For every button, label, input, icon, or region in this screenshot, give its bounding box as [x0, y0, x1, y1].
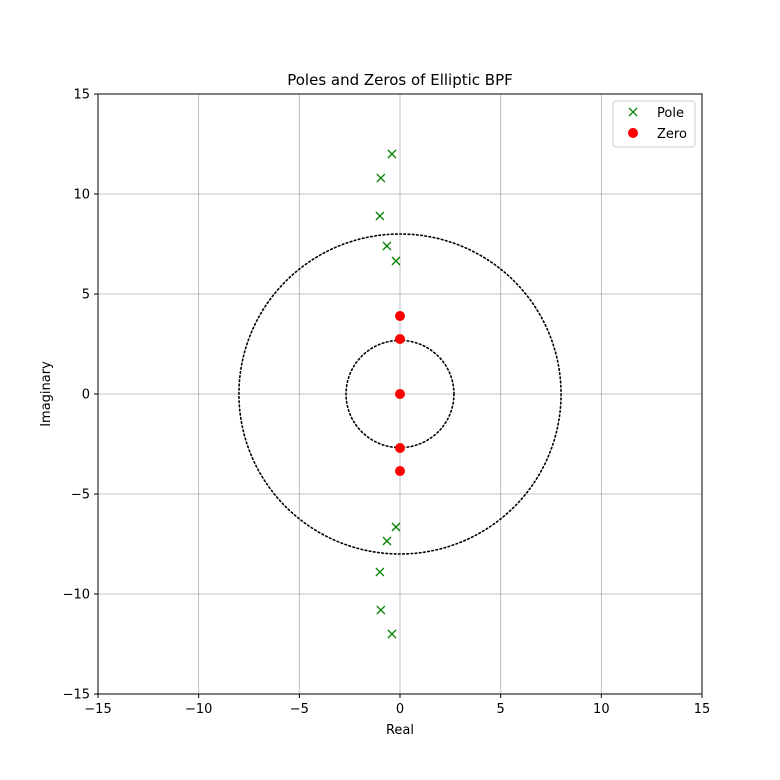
zero-marker	[395, 311, 405, 321]
zero-marker	[395, 466, 405, 476]
pole-marker	[387, 149, 397, 159]
y-tick-label: 10	[73, 188, 90, 203]
legend-pole-marker-stroke-b	[628, 107, 638, 117]
pole-marker-stroke-b	[387, 149, 397, 159]
pole-marker	[387, 629, 397, 639]
legend-pole-marker	[628, 107, 638, 117]
legend-zero-marker	[628, 128, 638, 138]
zero-marker	[395, 334, 405, 344]
x-tick-label: 0	[396, 702, 404, 717]
legend-zero-label: Zero	[657, 127, 687, 142]
pole-marker	[376, 173, 386, 183]
pole-marker-stroke-b	[391, 256, 401, 266]
y-axis-label: Imaginary	[39, 361, 54, 427]
x-tick-label: −5	[290, 702, 309, 717]
zero-marker	[395, 389, 405, 399]
pole-marker-stroke-b	[375, 211, 385, 221]
pole-marker-stroke-b	[382, 241, 392, 251]
x-tick-label: 10	[593, 702, 610, 717]
y-tick-label: 0	[82, 388, 90, 403]
pole-marker	[391, 522, 401, 532]
y-tick-label: 15	[73, 88, 90, 103]
pole-marker	[382, 536, 392, 546]
pole-marker	[375, 567, 385, 577]
x-tick-label: 5	[497, 702, 505, 717]
zero-marker	[395, 443, 405, 453]
x-axis-label: Real	[386, 723, 414, 738]
y-tick-label: −10	[63, 588, 90, 603]
pole-marker	[391, 256, 401, 266]
pole-marker	[376, 605, 386, 615]
y-tick-label: −5	[71, 488, 90, 503]
pole-marker-stroke-b	[375, 567, 385, 577]
chart-title: Poles and Zeros of Elliptic BPF	[287, 71, 513, 89]
x-tick-label: −10	[185, 702, 212, 717]
pole-marker	[375, 211, 385, 221]
data-points	[375, 149, 405, 639]
x-tick-label: −15	[84, 702, 111, 717]
legend-pole-label: Pole	[657, 106, 684, 121]
y-tick-label: 5	[82, 288, 90, 303]
axes: −15 −10 −5 0 5 10 15 −15 −10 −5 0 5 10 15	[63, 88, 711, 718]
pole-marker	[382, 241, 392, 251]
pole-marker-stroke-b	[387, 629, 397, 639]
y-tick-label: −15	[63, 688, 90, 703]
pole-marker-stroke-b	[376, 605, 386, 615]
pole-marker-stroke-b	[382, 536, 392, 546]
reference-circle-outer	[238, 233, 562, 555]
pole-marker-stroke-b	[376, 173, 386, 183]
x-tick-label: 15	[694, 702, 711, 717]
pole-marker-stroke-b	[391, 522, 401, 532]
legend: Pole Zero	[612, 100, 696, 148]
